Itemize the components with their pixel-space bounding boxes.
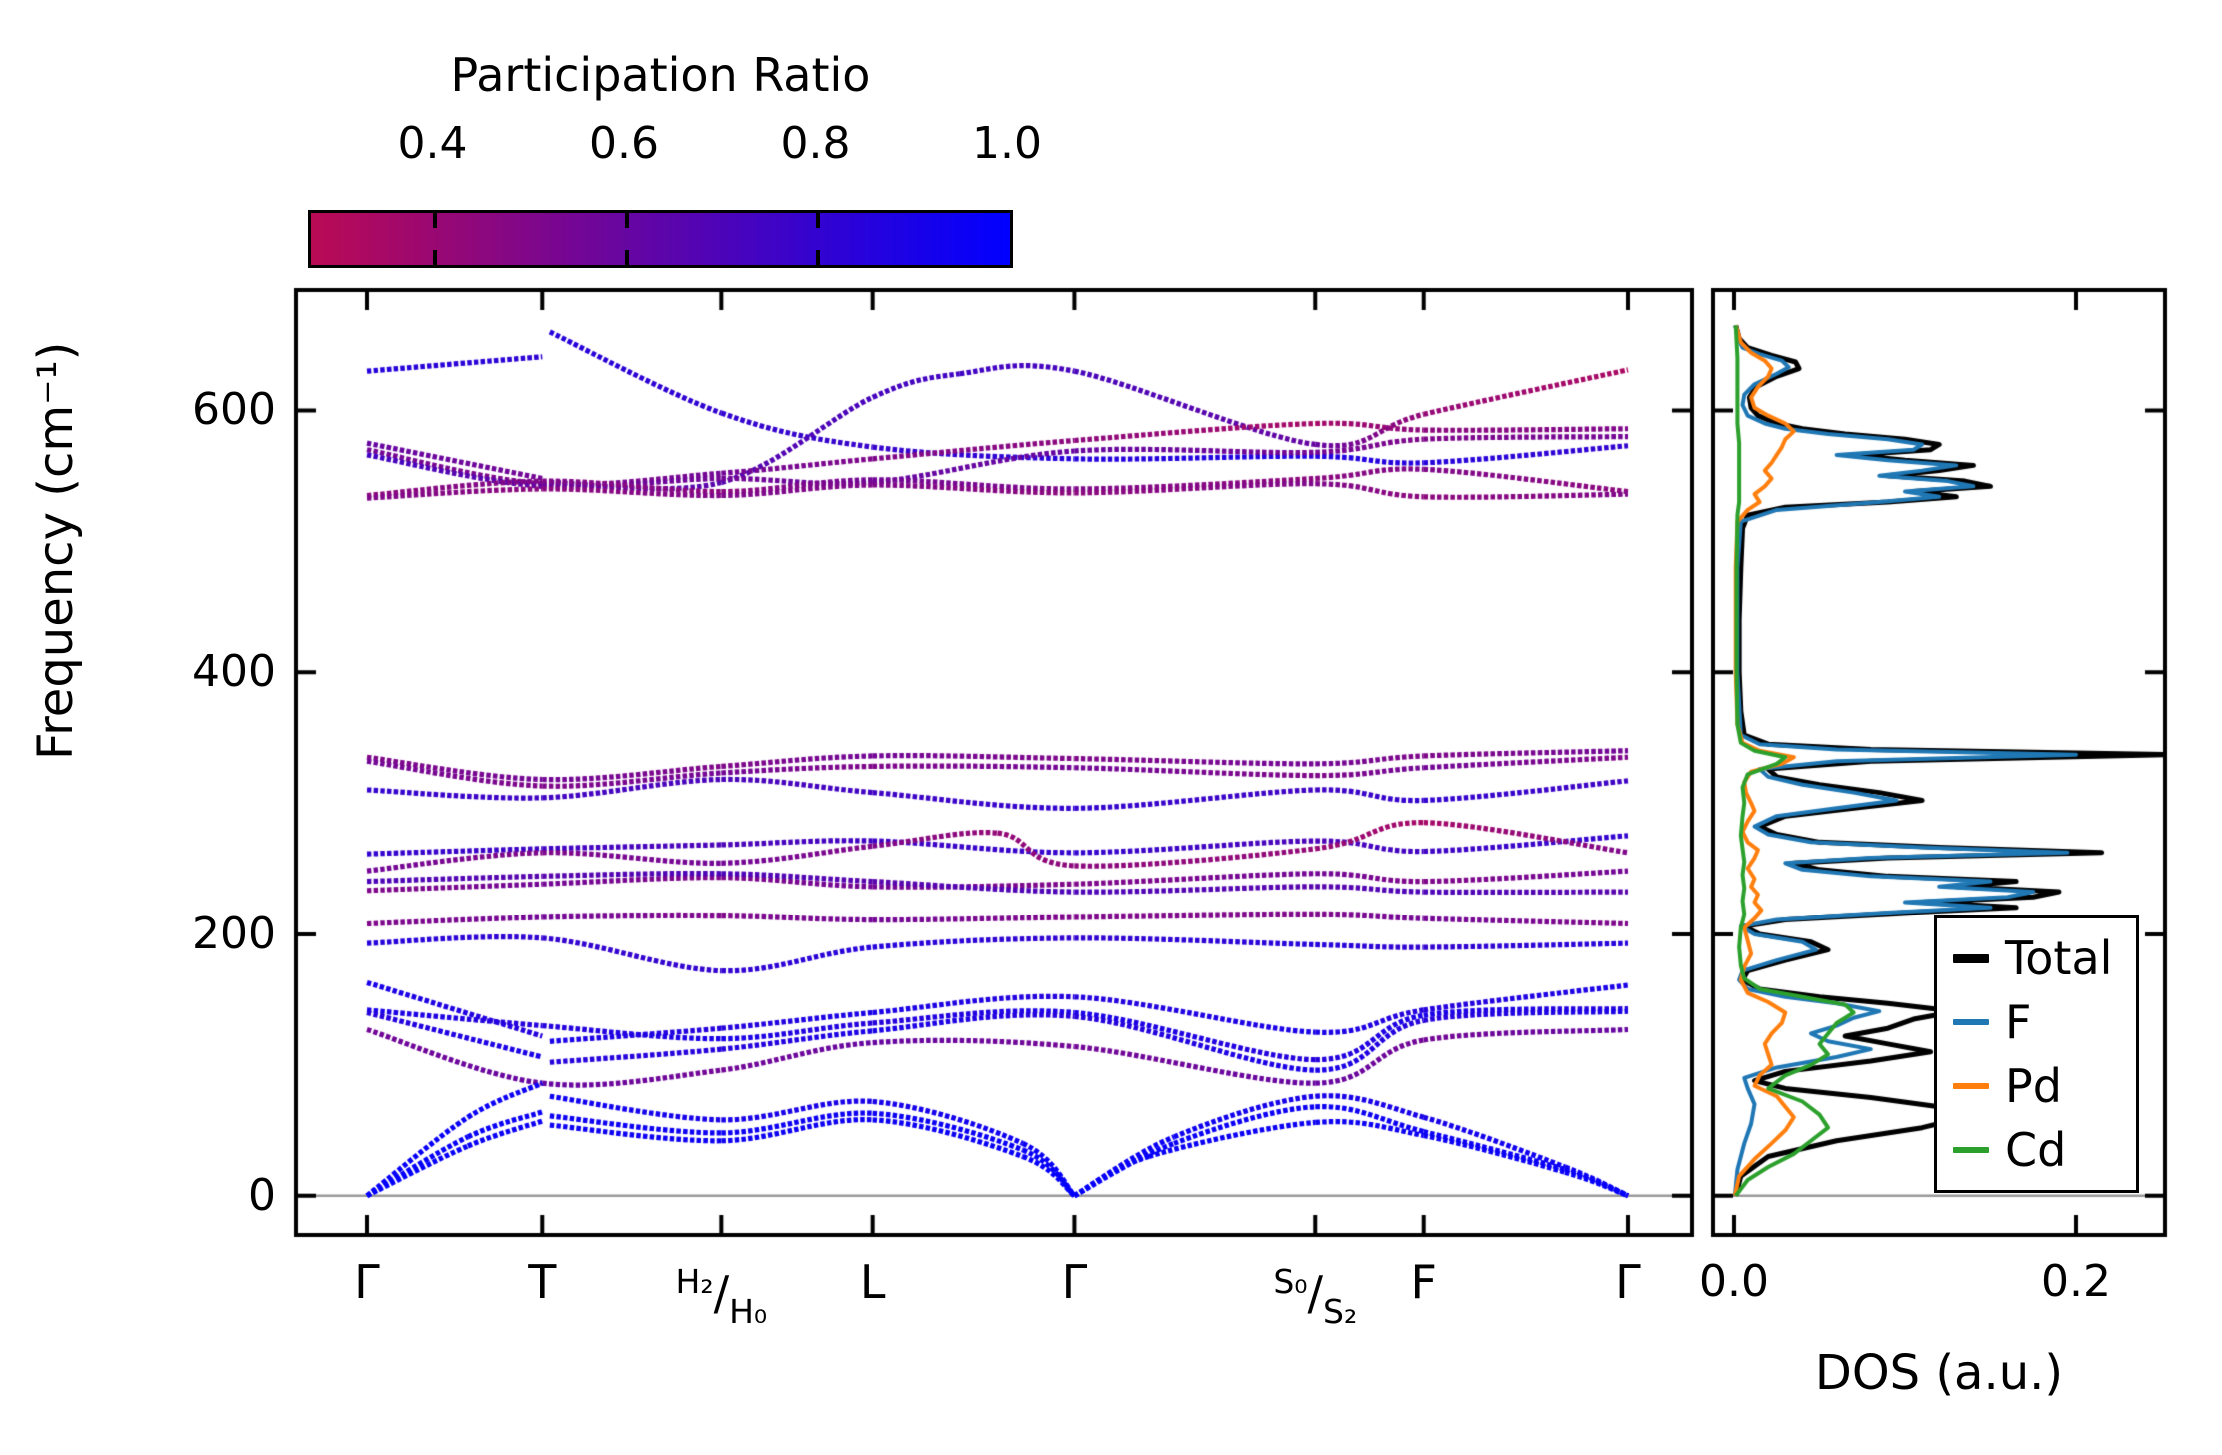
colorbar-tick-label: 0.4 bbox=[397, 118, 468, 169]
legend-label-pd: Pd bbox=[2005, 1059, 2062, 1113]
legend-label-f: F bbox=[2005, 995, 2032, 1049]
dos-axis-label: DOS (a.u.) bbox=[1814, 1345, 2064, 1401]
colorbar-tick-mark bbox=[433, 213, 438, 228]
participation-ratio-colorbar bbox=[308, 210, 1013, 268]
y-axis-tick-label: 400 bbox=[192, 646, 276, 698]
kpath-label: Γ bbox=[1615, 1255, 1641, 1309]
legend-line-f bbox=[1953, 1019, 1989, 1025]
klabel-sup: H₂ bbox=[675, 1262, 714, 1301]
klabel-sub: S₂ bbox=[1323, 1292, 1358, 1331]
klabel-sub: H₀ bbox=[729, 1292, 768, 1331]
dos-legend: Total F Pd Cd bbox=[1934, 915, 2139, 1193]
colorbar-tick-mark bbox=[624, 250, 629, 265]
kpath-label: S₀/S₂ bbox=[1273, 1262, 1358, 1331]
legend-item-total: Total bbox=[1953, 929, 2136, 987]
legend-line-cd bbox=[1953, 1147, 1989, 1153]
legend-label-total: Total bbox=[2005, 931, 2113, 985]
kpath-label: F bbox=[1410, 1255, 1437, 1309]
kpath-label: Γ bbox=[354, 1255, 380, 1309]
colorbar-title: Participation Ratio bbox=[450, 48, 871, 102]
colorbar-tick-label: 0.8 bbox=[780, 118, 851, 169]
colorbar-tick-label: 0.6 bbox=[588, 118, 659, 169]
colorbar-tick-mark bbox=[816, 213, 821, 228]
kpath-label: Γ bbox=[1061, 1255, 1088, 1309]
legend-label-cd: Cd bbox=[2005, 1123, 2067, 1177]
klabel-sup: S₀ bbox=[1273, 1262, 1308, 1301]
legend-item-pd: Pd bbox=[1953, 1057, 2136, 1115]
legend-line-total bbox=[1953, 953, 1989, 963]
colorbar-tick-mark bbox=[816, 250, 821, 265]
y-axis-tick-label: 200 bbox=[192, 907, 276, 959]
kpath-label: T bbox=[528, 1255, 557, 1309]
dos-tick-label: 0.2 bbox=[2041, 1256, 2111, 1307]
dos-tick-label: 0.0 bbox=[1699, 1256, 1769, 1307]
legend-item-cd: Cd bbox=[1953, 1121, 2136, 1179]
colorbar-tick-label: 1.0 bbox=[972, 118, 1042, 169]
kpath-label: L bbox=[859, 1255, 886, 1309]
legend-item-f: F bbox=[1953, 993, 2136, 1051]
y-axis-tick-label: 0 bbox=[248, 1169, 276, 1221]
colorbar-tick-mark bbox=[433, 250, 438, 265]
y-axis-tick-label: 600 bbox=[192, 384, 276, 436]
legend-line-pd bbox=[1953, 1083, 1989, 1089]
colorbar-tick-mark bbox=[624, 213, 629, 228]
kpath-label: H₂/H₀ bbox=[675, 1262, 768, 1331]
